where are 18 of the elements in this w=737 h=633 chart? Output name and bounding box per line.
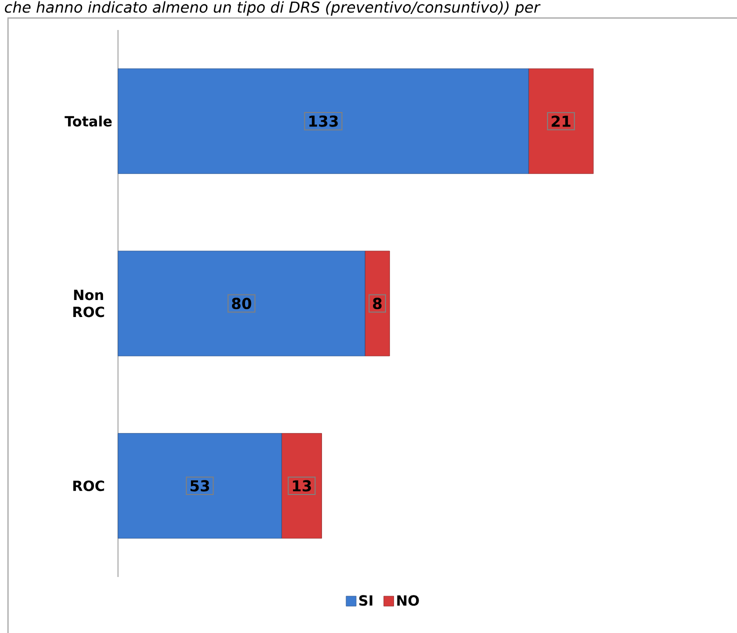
- data-label: 80: [232, 298, 252, 310]
- bar: [528, 68, 594, 174]
- data-label: 21: [552, 116, 570, 127]
- legend-label: SI: [359, 595, 372, 606]
- chart-title: che hanno indicato almeno un tipo di DRS (preventivo/consuntivo)) per: [4, 1, 541, 16]
- data-label: 53: [190, 480, 210, 492]
- bar: [118, 250, 366, 356]
- legend-label: NO: [397, 595, 419, 606]
- y-tick-label: ROC: [73, 480, 104, 492]
- bar: [118, 433, 282, 539]
- y-tick-label: Non ROC: [73, 290, 104, 318]
- bar: [281, 433, 322, 539]
- y-tick-label: Totale: [64, 116, 112, 127]
- bar: [118, 68, 529, 174]
- data-label: 13: [292, 480, 311, 492]
- data-label: 8: [373, 298, 382, 310]
- bar: [364, 250, 390, 356]
- data-label: 133: [309, 115, 338, 127]
